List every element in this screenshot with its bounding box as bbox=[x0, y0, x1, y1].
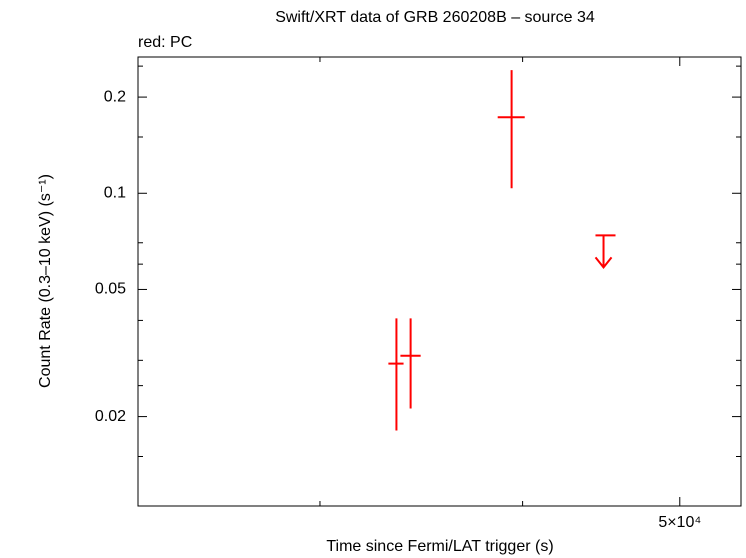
x-tick-label: 5×10⁴ bbox=[658, 514, 701, 531]
y-tick-label: 0.05 bbox=[95, 281, 126, 298]
x-axis-label: Time since Fermi/LAT trigger (s) bbox=[326, 538, 553, 555]
plot-frame bbox=[137, 56, 742, 507]
upper-limit-arrow bbox=[594, 235, 613, 270]
y-axis-label: Count Rate (0.3–10 keV) (s⁻¹) bbox=[37, 174, 54, 388]
y-tick-label: 0.2 bbox=[104, 88, 126, 105]
y-tick-label: 0.1 bbox=[104, 184, 126, 201]
y-tick-label: 0.02 bbox=[95, 408, 126, 425]
subtitle: red: PC bbox=[138, 34, 192, 51]
chart-title: Swift/XRT data of GRB 260208B – source 3… bbox=[275, 9, 595, 26]
